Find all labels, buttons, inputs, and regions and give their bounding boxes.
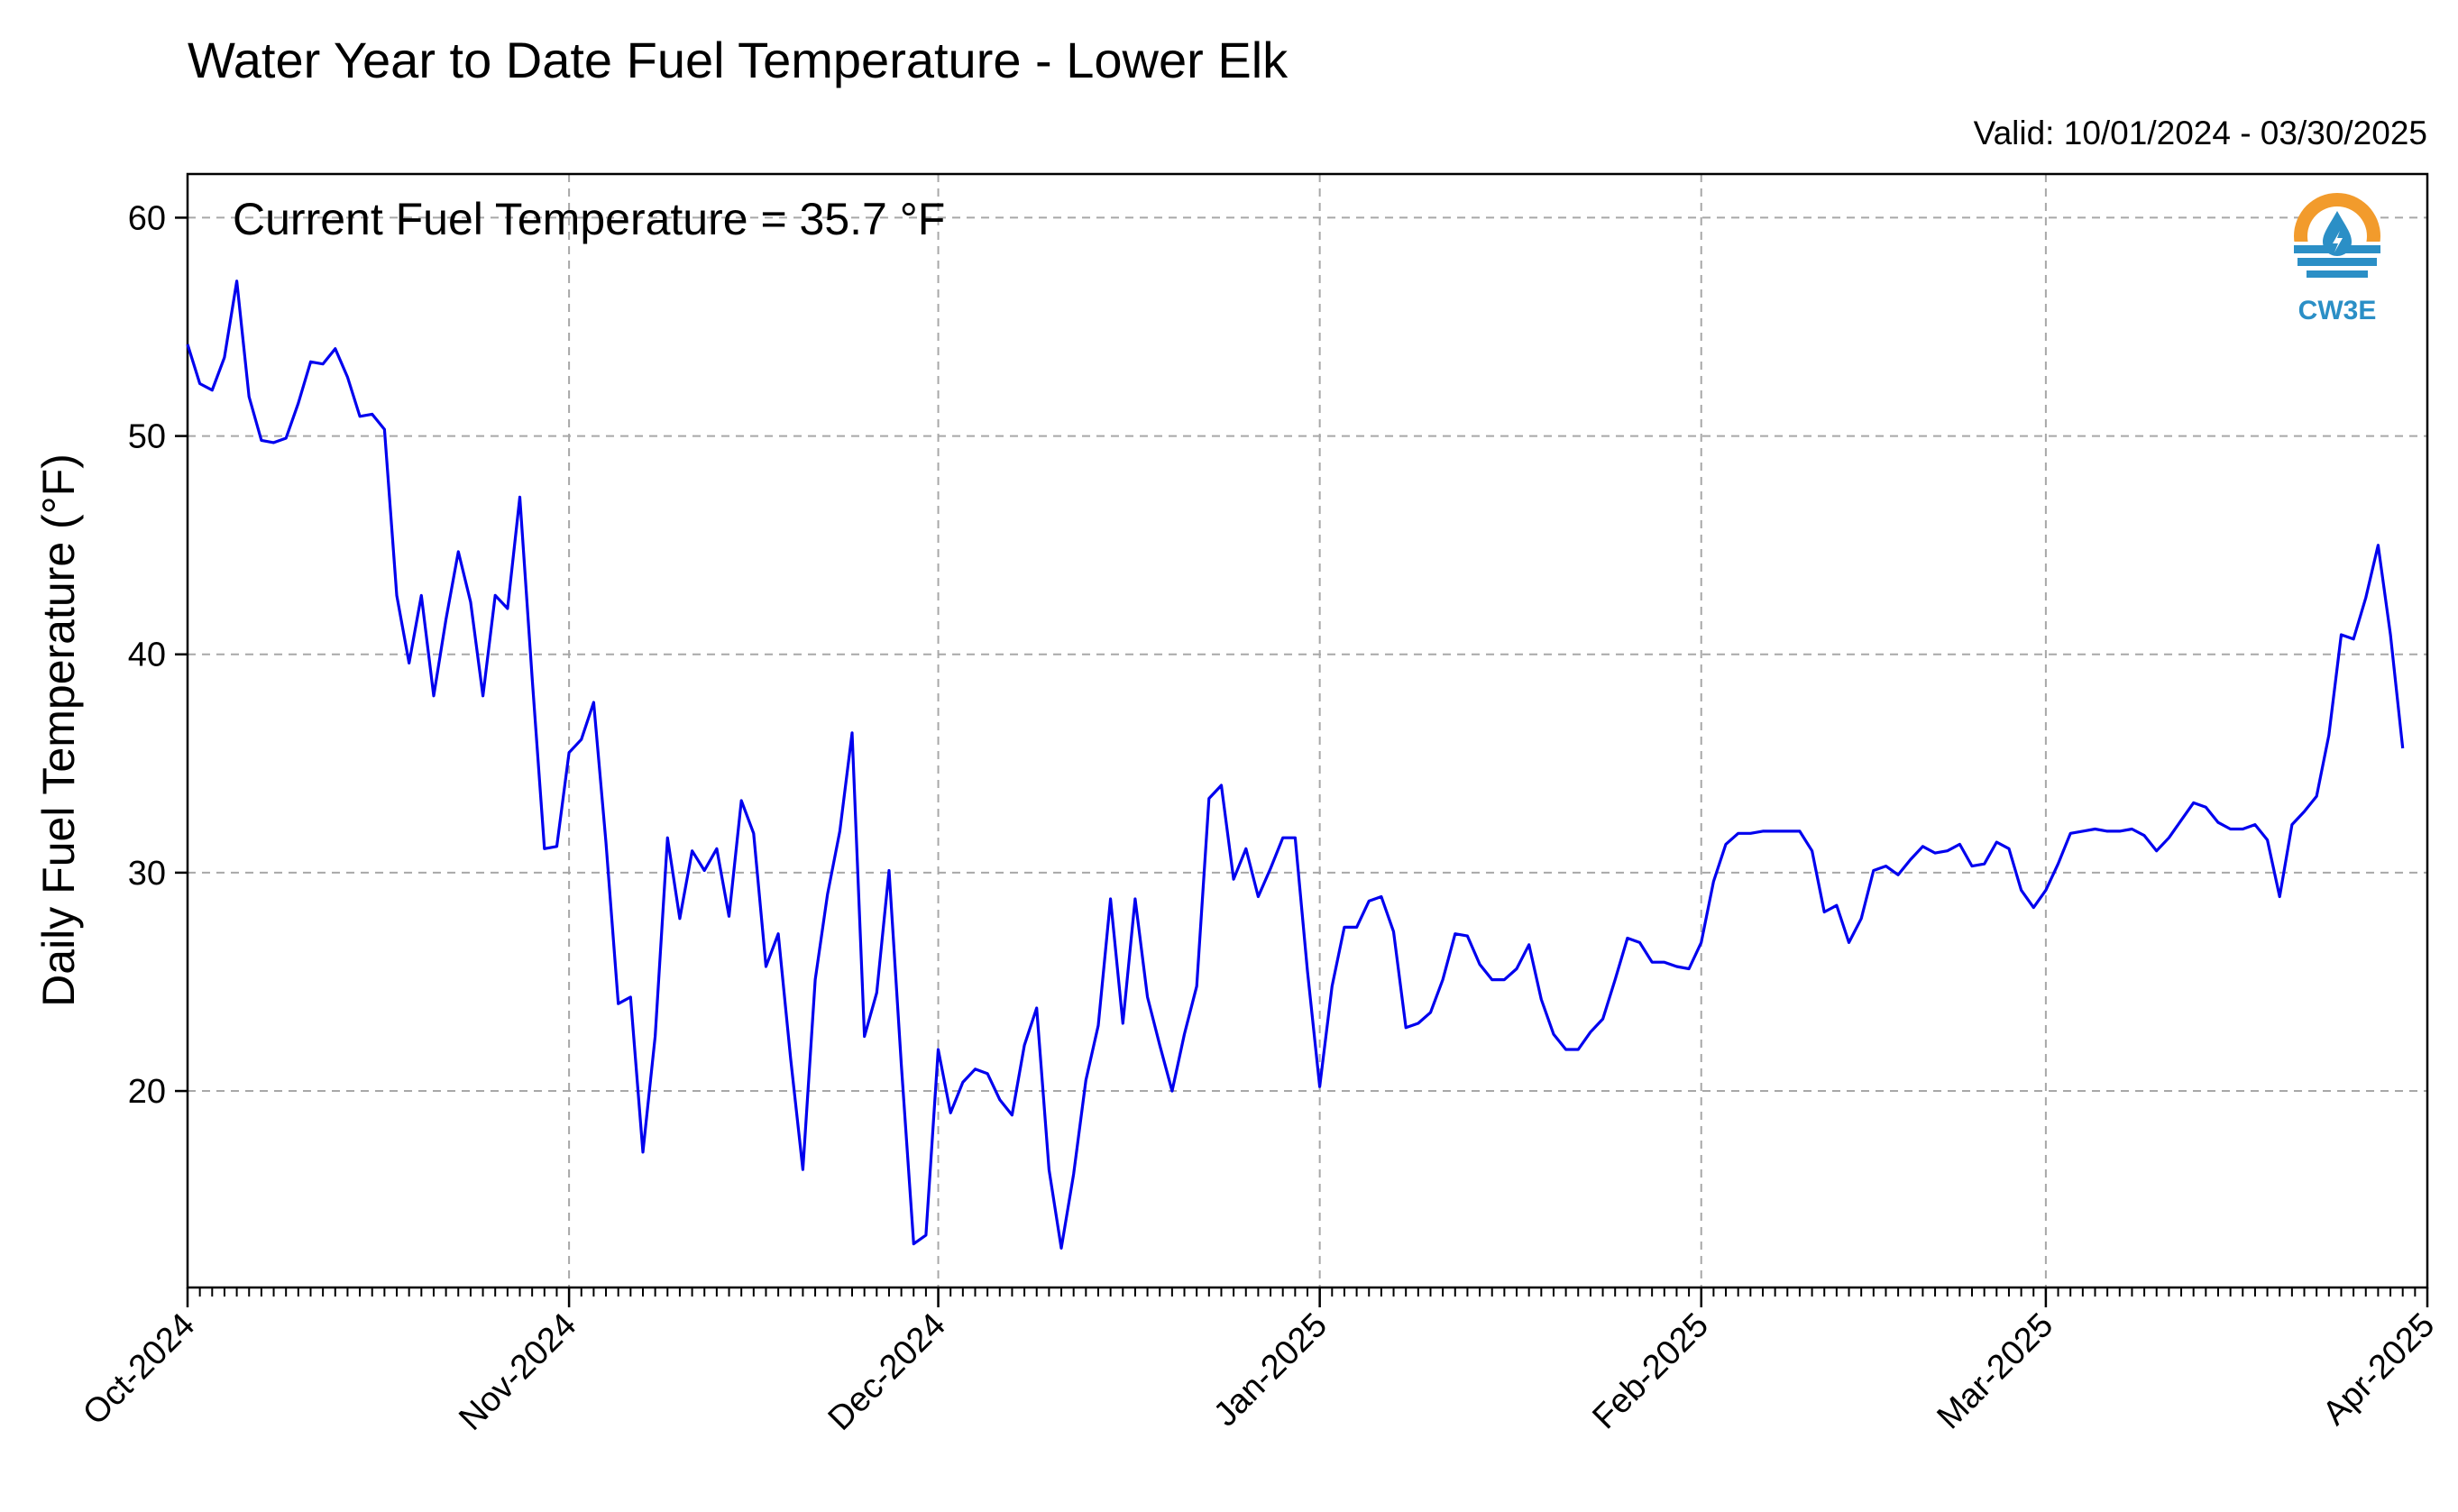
x-tick-label: Mar-2025 [1931, 1306, 2061, 1437]
grid-lines [188, 174, 2427, 1287]
series-layer [186, 279, 2405, 1251]
x-tick-label: Jan-2025 [1206, 1306, 1334, 1434]
x-tick-label: Nov-2024 [452, 1306, 583, 1438]
x-tick-label: Oct-2024 [76, 1306, 202, 1433]
x-tick-label: Feb-2025 [1585, 1306, 1716, 1437]
chart-title: Water Year to Date Fuel Temperature - Lo… [188, 32, 1289, 88]
fuel-temperature-line [186, 279, 2405, 1251]
y-tick-label: 40 [128, 637, 166, 674]
x-tick-label: Dec-2024 [821, 1306, 953, 1438]
y-axis-ticks: 20 30 40 50 60 [128, 199, 188, 1111]
cw3e-logo-text: CW3E [2298, 296, 2377, 325]
y-tick-label: 60 [128, 199, 166, 237]
valid-date-range: Valid: 10/01/2024 - 03/30/2025 [1974, 115, 2427, 151]
x-axis-ticks: Oct-2024 Nov-2024 Dec-2024 Jan-2025 Feb-2025… [76, 1287, 2442, 1438]
x-tick-label: Apr-2025 [2316, 1306, 2442, 1433]
y-tick-label: 30 [128, 855, 166, 893]
y-axis-label: Daily Fuel Temperature (°F) [33, 454, 84, 1007]
cw3e-logo-icon [2292, 193, 2382, 281]
y-tick-label: 50 [128, 418, 166, 456]
y-tick-label: 20 [128, 1073, 166, 1111]
current-fuel-temperature-annotation: Current Fuel Temperature = 35.7 °F [233, 194, 945, 244]
plot-frame [186, 172, 2429, 1289]
